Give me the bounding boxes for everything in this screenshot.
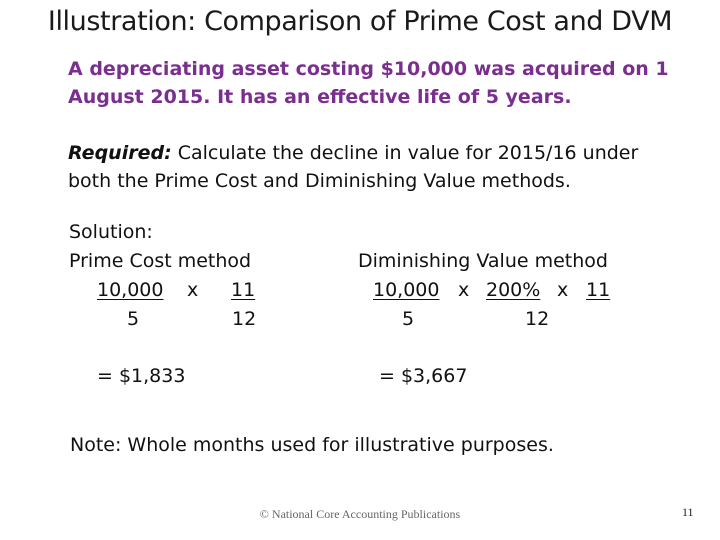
dv-numerator-cost: 10,000 <box>373 279 440 301</box>
problem-line-2: August 2015. It has an effective life of… <box>68 86 572 108</box>
required-text-1: Calculate the decline in value for 2015/… <box>171 142 639 164</box>
dv-result: = $3,667 <box>379 365 468 387</box>
prime-cost-heading: Prime Cost method <box>69 250 252 272</box>
page-number: 11 <box>682 505 694 519</box>
problem-statement: A depreciating asset costing $10,000 was… <box>68 55 669 111</box>
prime-cost-numerator-cost: 10,000 <box>97 279 164 301</box>
dv-times-2: x <box>557 279 569 301</box>
required-text-2: both the Prime Cost and Diminishing Valu… <box>68 170 571 192</box>
required-line-1: Required: Calculate the decline in value… <box>68 139 688 167</box>
copyright-footer: © National Core Accounting Publications <box>259 507 461 521</box>
required-statement: Required: Calculate the decline in value… <box>68 139 688 195</box>
dv-times-1: x <box>458 279 470 301</box>
dv-rate: 200% <box>486 279 541 301</box>
dv-heading: Diminishing Value method <box>358 250 608 272</box>
required-label: Required: <box>68 142 172 164</box>
dv-denominator-months: 12 <box>525 308 550 330</box>
slide-title: Illustration: Comparison of Prime Cost a… <box>47 6 673 37</box>
prime-cost-denominator-life: 5 <box>127 308 140 330</box>
prime-cost-denominator-months: 12 <box>232 308 257 330</box>
prime-cost-times: x <box>187 279 199 301</box>
problem-line-1: A depreciating asset costing $10,000 was… <box>68 58 669 80</box>
prime-cost-result: = $1,833 <box>97 365 186 387</box>
dv-denominator-life: 5 <box>402 308 415 330</box>
note-text: Note: Whole months used for illustrative… <box>70 434 554 456</box>
prime-cost-numerator-months: 11 <box>231 279 256 301</box>
solution-label: Solution: <box>69 221 153 243</box>
dv-numerator-months: 11 <box>586 279 611 301</box>
